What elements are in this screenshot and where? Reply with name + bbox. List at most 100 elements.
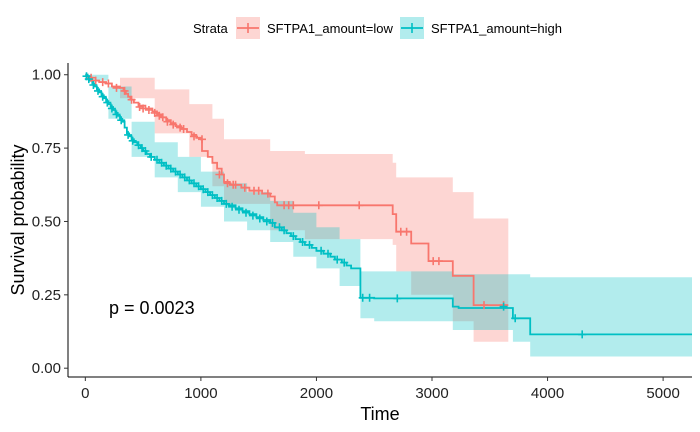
x-ticks: 0 1000 2000 3000 4000 5000 [81, 377, 680, 402]
censor-mark-high [217, 196, 226, 205]
censor-mark-low [139, 104, 148, 113]
censor-mark-low [155, 111, 164, 120]
censor-mark-high [280, 226, 289, 235]
censor-mark-low [223, 179, 232, 188]
x-tick-label: 2000 [300, 385, 333, 402]
censor-mark-high [208, 191, 217, 200]
censor-mark-low [144, 106, 153, 114]
censor-mark-high [511, 314, 520, 323]
censor-mark-high [171, 167, 180, 176]
censor-mark-high [305, 240, 314, 249]
censor-mark-low [120, 86, 129, 95]
censor-mark-high [203, 188, 212, 197]
y-tick-label: 0.50 [32, 213, 61, 230]
censor-mark-low [98, 78, 107, 87]
legend-label-high: SFTPA1_amount=high [431, 21, 562, 36]
censor-mark-high [228, 202, 237, 211]
y-tick-label: 0.25 [32, 287, 61, 304]
censor-mark-high [153, 155, 161, 164]
censor-mark-low [91, 76, 100, 85]
censor-mark-low [112, 83, 121, 92]
censor-mark-low [198, 135, 206, 144]
censor-mark-high [213, 194, 222, 202]
censor-mark-high [141, 147, 150, 155]
censor-mark-low [176, 123, 185, 132]
censor-mark-high [180, 173, 189, 182]
censor-mark-low [150, 108, 159, 117]
censor-mark-low [480, 301, 488, 310]
legend-key-low [236, 17, 260, 39]
censor-mark-high [166, 164, 175, 173]
censor-mark-low [135, 103, 144, 111]
censor-mark-high [128, 136, 137, 145]
censor-mark-low [240, 183, 249, 192]
censor-mark-high [89, 81, 98, 89]
y-axis-title: Survival probability [8, 144, 28, 295]
censor-mark-low [215, 170, 224, 179]
x-tick-label: 0 [81, 385, 89, 402]
censor-mark-high [365, 293, 374, 302]
legend-label-low: SFTPA1_amount=low [267, 21, 393, 36]
censor-mark-low [231, 180, 240, 189]
censor-mark-high [262, 217, 271, 226]
censor-mark-high [124, 130, 133, 139]
censor-mark-high [98, 92, 107, 101]
censor-mark-high [275, 223, 284, 232]
censor-mark-high [298, 238, 307, 246]
censor-mark-low [127, 95, 136, 104]
censor-mark-high [268, 218, 277, 227]
x-tick-label: 3000 [415, 385, 448, 402]
x-axis-title: Time [360, 404, 399, 424]
x-tick-label: 5000 [646, 385, 679, 402]
censor-mark-high [340, 258, 349, 267]
ci-band-low [85, 74, 509, 342]
x-tick-label: 4000 [531, 385, 564, 402]
censor-mark-high [107, 104, 116, 113]
censor-mark-high [578, 330, 587, 339]
censor-marks [82, 72, 587, 339]
censor-mark-high [499, 302, 508, 311]
censor-mark-high [393, 294, 402, 303]
censor-mark-low [163, 117, 172, 126]
censor-mark-high [324, 249, 332, 258]
censor-mark-high [222, 199, 231, 208]
legend: Strata SFTPA1_amount=low SFTPA1_amount=h… [193, 17, 562, 39]
censor-mark-low [158, 113, 167, 122]
censor-mark-high [112, 110, 121, 119]
y-tick-label: 0.00 [32, 360, 61, 377]
censor-mark-high [190, 179, 198, 188]
censor-mark-high [317, 246, 326, 255]
censor-mark-high [147, 152, 156, 161]
censor-mark-low [263, 189, 272, 198]
censor-mark-low [355, 201, 364, 210]
legend-key-high [400, 17, 424, 39]
ci-band-high [85, 74, 693, 357]
censor-mark-high [84, 75, 93, 84]
censor-mark-low [169, 120, 178, 129]
legend-title: Strata [193, 21, 228, 36]
censor-mark-high [162, 161, 171, 170]
censor-mark-high [94, 86, 102, 95]
confidence-bands [85, 74, 693, 357]
censor-mark-low [254, 186, 263, 195]
y-ticks: 0.00 0.25 0.50 0.75 1.00 [32, 67, 68, 377]
censor-mark-high [117, 116, 126, 125]
censor-mark-low [402, 227, 411, 236]
censor-mark-high [194, 182, 203, 191]
censor-mark-high [248, 211, 257, 220]
censor-mark-low [434, 257, 443, 266]
censor-mark-low [314, 201, 323, 210]
y-tick-label: 0.75 [32, 140, 61, 157]
censor-mark-high [289, 232, 298, 241]
censor-mark-high [199, 185, 208, 194]
censor-mark-high [333, 255, 342, 264]
censor-mark-low [104, 79, 113, 88]
y-tick-label: 1.00 [32, 67, 61, 84]
censor-mark-low [179, 125, 188, 133]
censor-mark-high [255, 214, 264, 223]
censor-mark-high [103, 98, 112, 107]
censor-mark-low [289, 201, 298, 210]
censor-mark-high [242, 208, 250, 217]
x-tick-label: 1000 [184, 385, 217, 402]
